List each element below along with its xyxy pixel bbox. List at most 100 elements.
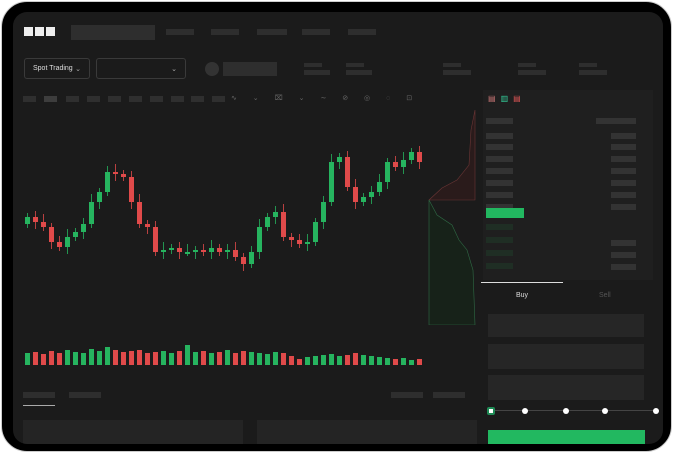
volume-bar: [281, 353, 286, 365]
candle: [185, 252, 190, 254]
market-select[interactable]: Spot Trading ⌄: [24, 58, 90, 79]
filter-button[interactable]: [433, 392, 465, 398]
volume-bar: [241, 351, 246, 365]
interval-button[interactable]: [23, 96, 36, 102]
amount-input[interactable]: [488, 344, 644, 369]
volume-bar: [105, 347, 110, 365]
interval-button[interactable]: [66, 96, 79, 102]
candle: [289, 237, 294, 240]
search-bar[interactable]: [71, 25, 155, 40]
candle: [57, 242, 62, 247]
bid-price: [486, 237, 513, 243]
volume-bar: [313, 356, 318, 365]
tab-buy[interactable]: Buy: [516, 292, 529, 299]
order-card: [257, 420, 477, 444]
slider-handle[interactable]: [487, 407, 495, 415]
price-input[interactable]: [488, 314, 644, 337]
tab-sell[interactable]: Sell: [599, 292, 611, 299]
stat-label: [579, 63, 597, 67]
slider-stop[interactable]: [602, 408, 608, 414]
ask-size: [611, 192, 636, 198]
candle: [33, 217, 38, 222]
volume-bar: [225, 350, 230, 365]
volume-bar: [385, 358, 390, 365]
bid-size: [611, 240, 636, 246]
candle: [377, 182, 382, 192]
stat-value: [304, 70, 330, 75]
volume-bar: [297, 359, 302, 365]
volume-bar: [345, 355, 350, 365]
candle: [305, 242, 310, 244]
volume-bar: [257, 353, 262, 365]
candle: [233, 250, 238, 257]
candle: [249, 252, 254, 264]
interval-button[interactable]: [108, 96, 121, 102]
chart-tools[interactable]: ∿ ⌄ ⌧ ⌄ ∼ ⊘ ◎ ◌ ⊡: [231, 95, 420, 102]
candle: [81, 224, 86, 232]
candle: [353, 187, 358, 202]
candle: [409, 152, 414, 160]
interval-button[interactable]: [191, 96, 204, 102]
interval-button[interactable]: [87, 96, 100, 102]
bid-size: [611, 252, 636, 258]
volume-bar: [177, 351, 182, 365]
stat-label: [346, 63, 364, 67]
candle: [177, 248, 182, 252]
market-select-label: Spot Trading: [33, 65, 73, 72]
candle: [257, 227, 262, 252]
book-view-icons[interactable]: ▤▥▤: [488, 94, 526, 103]
volume-bar: [409, 360, 414, 365]
interval-button[interactable]: [212, 96, 225, 102]
bid-price: [486, 250, 513, 256]
nav-item[interactable]: [302, 29, 330, 35]
nav-item[interactable]: [166, 29, 194, 35]
ask-price: [486, 180, 513, 186]
tab-open-orders[interactable]: [23, 392, 55, 398]
slider-stop[interactable]: [563, 408, 569, 414]
interval-button[interactable]: [44, 96, 57, 102]
stat-value: [443, 70, 471, 75]
coin-icon: [205, 62, 219, 76]
volume-bar: [321, 355, 326, 365]
interval-button[interactable]: [150, 96, 163, 102]
volume-bar: [161, 351, 166, 365]
stat-label: [304, 63, 322, 67]
candle: [385, 162, 390, 182]
ask-size: [611, 204, 636, 210]
ask-price: [486, 133, 513, 139]
ask-price: [486, 168, 513, 174]
okx-logo: [24, 27, 55, 36]
nav-item[interactable]: [211, 29, 239, 35]
pair-select[interactable]: ⌄: [96, 58, 186, 79]
buy-button[interactable]: [488, 430, 645, 444]
volume-bar: [353, 353, 358, 365]
candle: [281, 212, 286, 237]
candle: [121, 174, 126, 177]
interval-button[interactable]: [129, 96, 142, 102]
volume-bar: [289, 356, 294, 365]
amount-slider[interactable]: [491, 410, 659, 411]
volume-bar: [201, 351, 206, 365]
ask-size: [611, 168, 636, 174]
nav-item[interactable]: [348, 29, 376, 35]
ask-price: [486, 204, 513, 210]
candle: [113, 172, 118, 174]
tab-history[interactable]: [69, 392, 101, 398]
bid-price: [486, 224, 513, 230]
total-input[interactable]: [488, 375, 644, 400]
ask-price: [486, 144, 513, 150]
candlestick-chart[interactable]: [13, 107, 473, 392]
interval-button[interactable]: [171, 96, 184, 102]
chevron-down-icon: ⌄: [75, 65, 81, 73]
volume-bar: [361, 355, 366, 365]
volume-bar: [209, 353, 214, 365]
volume-bar: [169, 353, 174, 365]
filter-button[interactable]: [391, 392, 423, 398]
volume-bar: [401, 358, 406, 365]
nav-item[interactable]: [257, 29, 287, 35]
volume-bar: [217, 352, 222, 365]
volume-bar: [337, 356, 342, 365]
slider-stop[interactable]: [653, 408, 659, 414]
candle: [273, 212, 278, 217]
slider-stop[interactable]: [522, 408, 528, 414]
